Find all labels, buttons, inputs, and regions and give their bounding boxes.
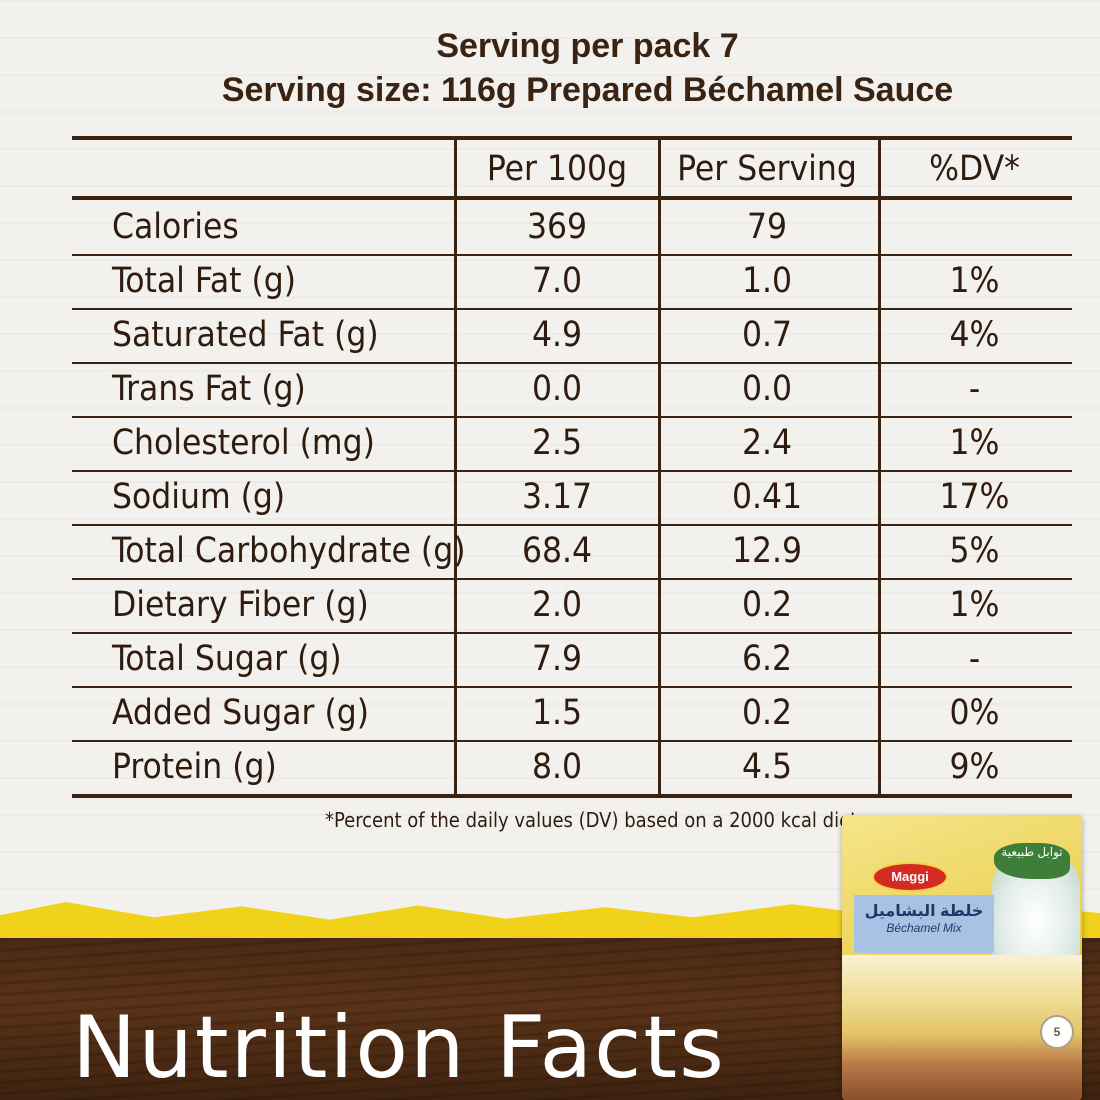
nutrient-label: Sodium (g) — [112, 477, 286, 517]
nutrient-label: Dietary Fiber (g) — [112, 585, 369, 625]
column-divider — [878, 136, 881, 796]
nutrient-label: Trans Fat (g) — [112, 369, 306, 409]
column-divider — [658, 136, 661, 796]
table-row: Protein (g) 8.0 4.5 9% — [72, 740, 1072, 798]
dv-footnote: *Percent of the daily values (DV) based … — [325, 808, 863, 832]
dv-value: - — [968, 369, 981, 409]
ready-minutes-badge: 5 — [1040, 1015, 1074, 1049]
column-header-per-100g: Per 100g — [486, 149, 628, 189]
table-top-rule — [72, 136, 1072, 140]
serving-size: Serving size: 116g Prepared Béchamel Sau… — [221, 71, 954, 109]
table-row: Total Carbohydrate (g) 68.4 12.9 5% — [72, 524, 1072, 580]
per-serving-value: 1.0 — [741, 261, 793, 301]
serving-header: Serving per pack 7 Serving size: 116g Pr… — [0, 24, 1100, 112]
per-100g-value: 4.9 — [531, 315, 583, 355]
nutrient-label: Added Sugar (g) — [112, 693, 370, 733]
per-serving-value: 0.41 — [731, 477, 803, 517]
per-100g-value: 7.0 — [531, 261, 583, 301]
table-row: Added Sugar (g) 1.5 0.2 0% — [72, 686, 1072, 742]
per-serving-value: 12.9 — [731, 531, 803, 571]
table-row: Saturated Fat (g) 4.9 0.7 4% — [72, 308, 1072, 364]
table-row: Sodium (g) 3.17 0.41 17% — [72, 470, 1072, 526]
table-row: Calories 369 79 — [72, 200, 1072, 256]
per-serving-value: 0.2 — [741, 585, 793, 625]
table-row: Cholesterol (mg) 2.5 2.4 1% — [72, 416, 1072, 472]
background-texture — [0, 0, 1100, 900]
nutrient-label: Total Fat (g) — [112, 261, 297, 301]
nutrient-label: Protein (g) — [112, 747, 277, 787]
dv-value: 5% — [949, 531, 1000, 571]
per-100g-value: 0.0 — [531, 369, 583, 409]
product-name-english: Béchamel Mix — [886, 921, 962, 935]
servings-per-pack: Serving per pack 7 — [436, 27, 739, 65]
dv-value — [882, 200, 1067, 254]
dv-value: 9% — [949, 747, 1000, 787]
column-divider — [454, 136, 457, 796]
per-100g-value: 3.17 — [521, 477, 593, 517]
nutrient-label: Total Sugar (g) — [112, 639, 342, 679]
table-header-row: Per 100g Per Serving %DV* — [72, 140, 1072, 200]
dv-value: 0% — [949, 693, 1000, 733]
nutrient-label: Cholesterol (mg) — [112, 423, 375, 463]
table-row: Dietary Fiber (g) 2.0 0.2 1% — [72, 578, 1072, 634]
table-row: Total Fat (g) 7.0 1.0 1% — [72, 254, 1072, 310]
product-package-image: توابل طبيعية Maggi خلطة البشاميل Béchame… — [842, 815, 1082, 1100]
dv-value: 1% — [949, 585, 1000, 625]
per-serving-value: 0.0 — [741, 369, 793, 409]
per-100g-value: 68.4 — [521, 531, 593, 571]
per-serving-value: 2.4 — [741, 423, 793, 463]
per-serving-value: 6.2 — [741, 639, 793, 679]
maggi-logo: Maggi — [872, 862, 948, 892]
table-row: Trans Fat (g) 0.0 0.0 - — [72, 362, 1072, 418]
per-100g-value: 8.0 — [531, 747, 583, 787]
per-serving-value: 0.7 — [741, 315, 793, 355]
column-header-per-serving: Per Serving — [677, 149, 857, 189]
per-100g-value: 7.9 — [531, 639, 583, 679]
per-serving-value: 0.2 — [741, 693, 793, 733]
dv-value: 17% — [939, 477, 1010, 517]
nutrient-label: Total Carbohydrate (g) — [112, 531, 466, 571]
per-100g-value: 2.0 — [531, 585, 583, 625]
product-name-arabic: خلطة البشاميل — [864, 903, 984, 920]
column-header-dv: %DV* — [929, 149, 1020, 189]
per-100g-value: 369 — [526, 207, 588, 247]
dv-value: 1% — [949, 423, 1000, 463]
dv-value: 1% — [949, 261, 1000, 301]
dv-value: - — [968, 639, 981, 679]
nutrient-label: Calories — [112, 207, 239, 247]
dv-value: 4% — [949, 315, 1000, 355]
spice-badge: توابل طبيعية — [994, 843, 1070, 879]
per-100g-value: 1.5 — [531, 693, 583, 733]
per-serving-value: 79 — [746, 207, 788, 247]
per-serving-value: 4.5 — [741, 747, 793, 787]
product-name-label: خلطة البشاميل Béchamel Mix — [854, 895, 994, 953]
nutrition-facts-title: Nutrition Facts — [72, 998, 726, 1098]
table-row: Total Sugar (g) 7.9 6.2 - — [72, 632, 1072, 688]
nutrient-label: Saturated Fat (g) — [112, 315, 379, 355]
per-100g-value: 2.5 — [531, 423, 583, 463]
